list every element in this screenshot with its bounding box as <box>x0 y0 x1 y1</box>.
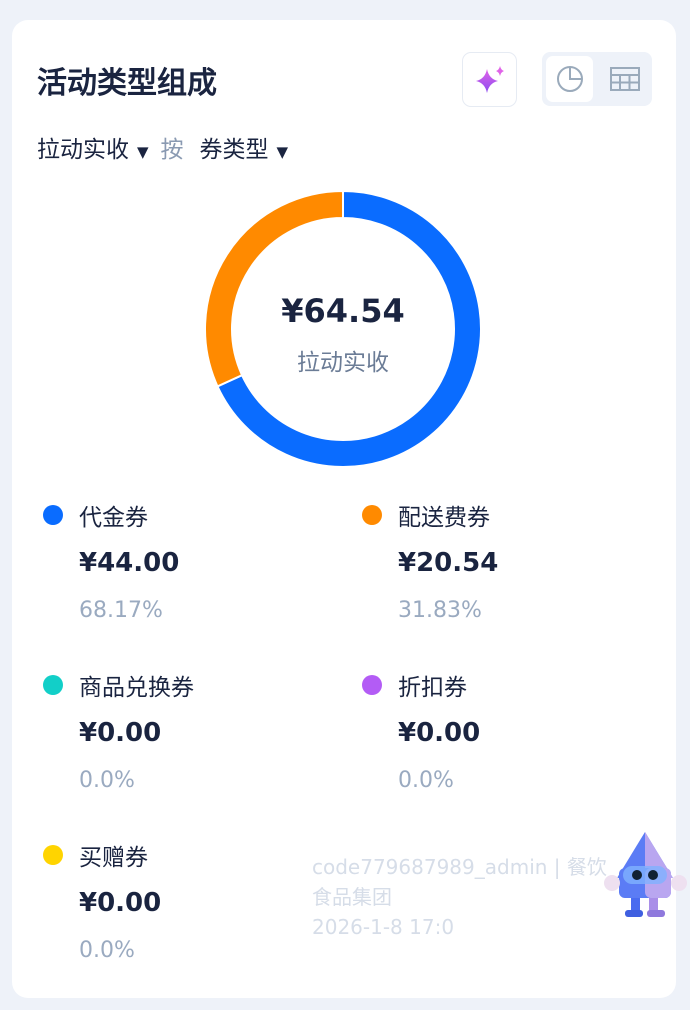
watermark-text: 2026-1-8 17:0 <box>312 915 455 939</box>
dimension-label: 券类型 <box>199 137 269 163</box>
legend-value: ¥0.00 <box>79 888 162 918</box>
legend-name: 折扣券 <box>398 675 467 701</box>
legend-value: ¥0.00 <box>398 718 481 748</box>
legend-name: 代金券 <box>79 505 148 531</box>
legend-name: 买赠券 <box>79 845 148 871</box>
legend-color-dot <box>43 675 63 695</box>
watermark-text: 食品集团 <box>312 885 392 909</box>
by-label: 按 <box>160 137 184 163</box>
robot-mascot-icon <box>604 832 687 917</box>
filter-row: 拉动实收 ▼ 按 券类型 ▼ <box>37 130 288 164</box>
card-title: 活动类型组成 <box>37 66 217 101</box>
activity-type-card: 活动类型组成 拉动实收 ▼ 按 券类型 ▼ ¥64.54 拉动实收 代金券 ¥44.… <box>12 20 676 998</box>
sparkle-icon <box>475 65 504 93</box>
legend-percent: 0.0% <box>79 938 135 963</box>
donut-slice-1[interactable] <box>216 190 482 468</box>
donut-slice-2[interactable] <box>204 190 344 388</box>
dimension-dropdown[interactable]: 券类型 ▼ <box>200 130 289 164</box>
table-icon <box>609 67 640 91</box>
watermark-text: code779687989_admin | 餐饮 <box>312 855 607 879</box>
metric-label: 拉动实收 <box>37 137 129 163</box>
pie-view-button[interactable] <box>546 56 593 102</box>
legend-percent: 0.0% <box>79 768 135 793</box>
caret-down-icon: ▼ <box>137 143 149 161</box>
legend-color-dot <box>43 845 63 865</box>
total-label: 拉动实收 <box>297 350 389 376</box>
total-value: ¥64.54 <box>281 292 405 330</box>
view-toggle <box>542 52 652 106</box>
legend-name: 商品兑换券 <box>79 675 194 701</box>
caret-down-icon: ▼ <box>276 143 289 161</box>
legend-value: ¥20.54 <box>398 548 499 578</box>
watermark: code779687989_admin | 餐饮 食品集团 2026-1-8 17:… <box>312 852 607 942</box>
legend-percent: 31.83% <box>398 598 482 623</box>
legend-color-dot <box>362 505 382 525</box>
legend-color-dot <box>43 505 63 525</box>
table-view-button[interactable] <box>601 56 648 102</box>
legend-value: ¥44.00 <box>79 548 180 578</box>
legend-name: 配送费券 <box>398 505 490 531</box>
legend-percent: 68.17% <box>79 598 163 623</box>
metric-dropdown[interactable]: 拉动实收 ▼ <box>37 130 149 164</box>
legend-color-dot <box>362 675 382 695</box>
ai-assistant-button[interactable] <box>462 52 517 107</box>
legend-value: ¥0.00 <box>79 718 162 748</box>
assistant-mascot[interactable] <box>603 828 687 924</box>
donut-chart <box>204 190 482 468</box>
pie-chart-icon <box>556 66 583 92</box>
legend-percent: 0.0% <box>398 768 454 793</box>
